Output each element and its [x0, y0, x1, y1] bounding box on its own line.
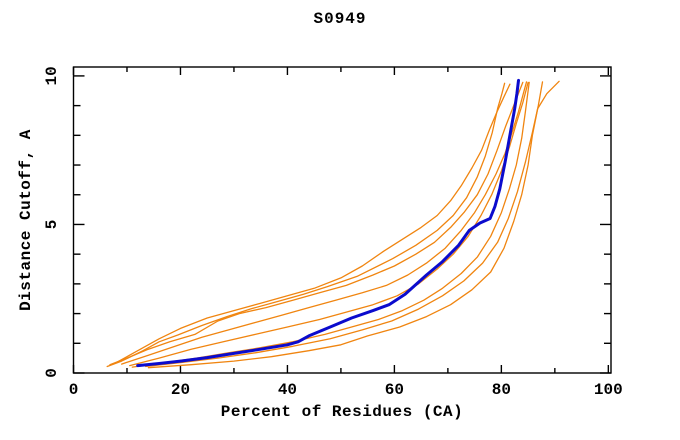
curve-orange-model-2 [109, 81, 524, 366]
curve-orange-model-4 [115, 83, 511, 364]
x-tick-label: 100 [594, 381, 623, 399]
y-axis-label: Distance Cutoff, A [17, 129, 35, 311]
curve-orange-model-7 [147, 80, 560, 369]
chart-title: S0949 [313, 10, 367, 28]
curve-orange-model-6 [145, 81, 544, 368]
x-tick-label: 0 [69, 381, 79, 399]
x-axis-label: Percent of Residues (CA) [220, 403, 464, 421]
x-tick-label: 20 [171, 381, 190, 399]
x-tick-label: 80 [492, 381, 511, 399]
plot-frame [72, 66, 612, 374]
curve-orange-model-8 [129, 81, 529, 367]
y-tick-label: 5 [43, 220, 61, 230]
x-tick-label: 60 [385, 381, 404, 399]
x-tick-label: 40 [278, 381, 297, 399]
y-tick-label: 10 [43, 66, 61, 85]
curve-blue-highlight-model [136, 78, 520, 368]
curve-orange-model-5 [120, 81, 528, 365]
y-tick-label: 0 [43, 368, 61, 378]
curve-orange-model-1 [106, 82, 506, 368]
